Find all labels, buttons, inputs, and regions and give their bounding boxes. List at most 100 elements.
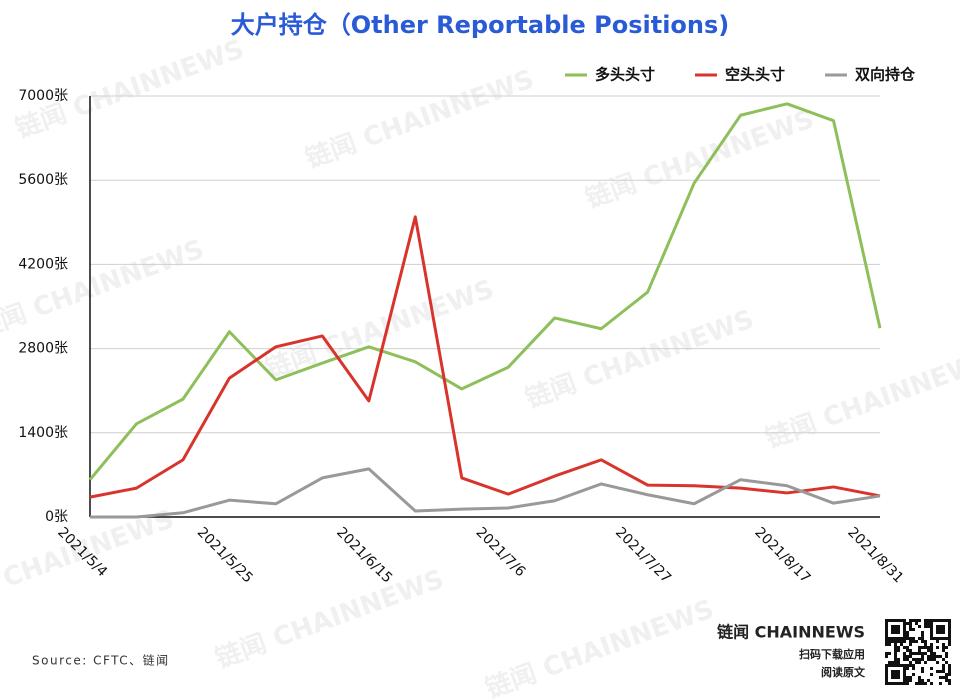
qr-cell xyxy=(897,640,900,643)
qr-cell xyxy=(891,640,894,643)
qr-cell xyxy=(897,619,900,622)
qr-cell xyxy=(921,658,924,661)
qr-cell xyxy=(939,619,942,622)
qr-cell xyxy=(915,640,918,643)
y-tick-label: 4200张 xyxy=(18,256,68,272)
qr-cell xyxy=(945,673,948,676)
qr-cell xyxy=(891,664,894,667)
qr-cell xyxy=(903,652,906,655)
qr-cell xyxy=(885,652,888,655)
qr-cell xyxy=(888,640,891,643)
qr-cell xyxy=(912,664,915,667)
qr-cell xyxy=(894,640,897,643)
qr-cell xyxy=(903,673,906,676)
qr-cell xyxy=(891,625,894,628)
qr-cell xyxy=(927,649,930,652)
qr-cell xyxy=(903,625,906,628)
qr-cell xyxy=(918,658,921,661)
source: Source: CFTC、链闻 xyxy=(32,653,170,668)
qr-cell xyxy=(894,628,897,631)
qr-cell xyxy=(918,679,921,682)
qr-cell xyxy=(894,649,897,652)
qr-cell xyxy=(885,634,888,637)
qr-cell xyxy=(885,670,888,673)
qr-cell xyxy=(915,682,918,685)
qr-cell xyxy=(948,622,951,625)
qr-cell xyxy=(927,625,930,628)
qr-cell xyxy=(921,634,924,637)
qr-cell xyxy=(891,661,894,664)
qr-cell xyxy=(885,667,888,670)
qr-cell xyxy=(894,682,897,685)
y-tick-label: 5600张 xyxy=(18,172,68,188)
qr-cell xyxy=(930,643,933,646)
qr-cell xyxy=(921,655,924,658)
qr-cell xyxy=(927,622,930,625)
qr-cell xyxy=(894,661,897,664)
qr-cell xyxy=(885,664,888,667)
chart-title: 大户持仓（Other Reportable Positions) xyxy=(231,11,730,39)
qr-cell xyxy=(903,679,906,682)
qr-cell xyxy=(918,682,921,685)
qr-cell xyxy=(888,643,891,646)
qr-cell xyxy=(927,679,930,682)
x-tick-label: 2021/5/25 xyxy=(194,524,256,586)
qr-cell xyxy=(900,664,903,667)
qr-cell xyxy=(897,661,900,664)
line-series xyxy=(89,215,881,499)
qr-cell xyxy=(915,619,918,622)
qr-cell xyxy=(921,637,924,640)
qr-cell xyxy=(921,652,924,655)
qr-cell xyxy=(885,637,888,640)
qr-cell xyxy=(888,619,891,622)
qr-cell xyxy=(930,637,933,640)
qr-cell xyxy=(921,682,924,685)
qr-cell xyxy=(939,670,942,673)
qr-cell xyxy=(939,655,942,658)
qr-caption: 阅读原文 xyxy=(821,665,866,679)
qr-cell xyxy=(945,646,948,649)
qr-cell xyxy=(891,682,894,685)
qr-cell xyxy=(948,631,951,634)
qr-cell xyxy=(942,631,945,634)
qr-cell xyxy=(885,640,888,643)
qr-cell xyxy=(912,619,915,622)
qr-cell xyxy=(930,655,933,658)
qr-cell xyxy=(909,655,912,658)
qr-cell xyxy=(897,628,900,631)
qr-cell xyxy=(918,661,921,664)
qr-cell xyxy=(903,655,906,658)
qr-cell xyxy=(915,652,918,655)
qr-cell xyxy=(930,628,933,631)
qr-cell xyxy=(894,619,897,622)
qr-cell xyxy=(939,631,942,634)
qr-cell xyxy=(903,640,906,643)
qr-cell xyxy=(909,640,912,643)
qr-cell xyxy=(942,670,945,673)
qr-cell xyxy=(906,676,909,679)
qr-cell xyxy=(918,676,921,679)
qr-cell xyxy=(942,649,945,652)
qr-cell xyxy=(930,619,933,622)
qr-cell xyxy=(948,637,951,640)
qr-cell xyxy=(906,646,909,649)
qr-cell xyxy=(903,634,906,637)
qr-cell xyxy=(948,679,951,682)
qr-cell xyxy=(906,667,909,670)
qr-cell xyxy=(891,673,894,676)
qr-cell xyxy=(894,637,897,640)
qr-cell xyxy=(894,646,897,649)
qr-cell xyxy=(912,628,915,631)
qr-cell xyxy=(906,655,909,658)
qr-cell xyxy=(903,622,906,625)
qr-cell xyxy=(942,643,945,646)
y-tick-label: 0张 xyxy=(45,509,68,525)
qr-cell xyxy=(930,673,933,676)
qr-cell xyxy=(939,628,942,631)
qr-cell xyxy=(891,619,894,622)
y-tick-label: 2800张 xyxy=(18,341,68,357)
brand: 链闻 CHAINNEWS xyxy=(717,623,865,642)
qr-cell xyxy=(888,682,891,685)
watermark: 链闻 CHAINNEWS xyxy=(581,103,817,214)
